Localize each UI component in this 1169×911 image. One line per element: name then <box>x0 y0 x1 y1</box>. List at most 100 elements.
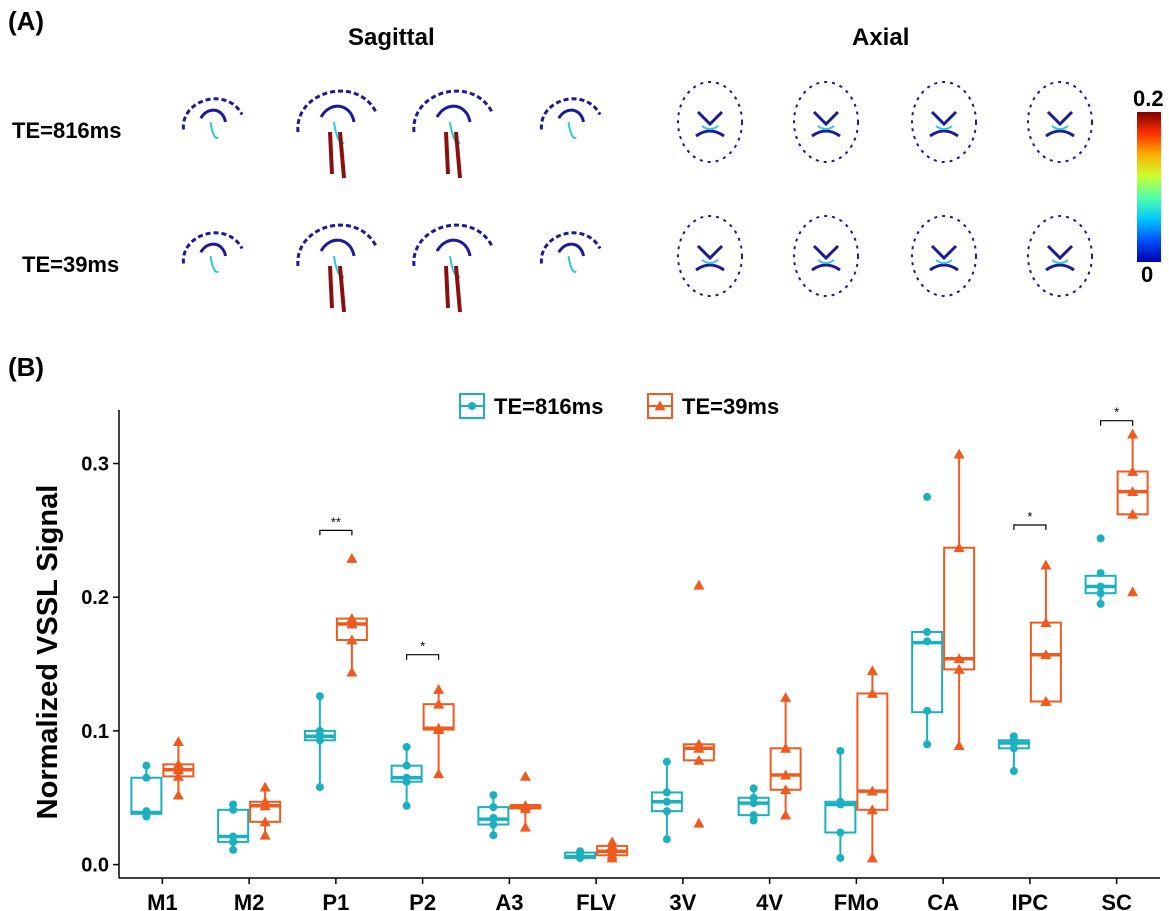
x-tick-label-3V: 3V <box>669 890 696 911</box>
axial-slice-ventricle <box>811 110 841 138</box>
data-point-0-3V <box>662 788 671 797</box>
box-1-IPC <box>1029 621 1062 703</box>
significance-label: * <box>420 639 425 654</box>
data-point-0-P2 <box>402 742 411 751</box>
axial-slice-outline <box>1027 81 1093 163</box>
data-point-1-P2 <box>433 698 445 709</box>
sagittal-slice-spinal <box>328 265 346 313</box>
x-tick-label-P1: P1 <box>322 890 349 911</box>
significance-bracket <box>1100 420 1134 426</box>
axial-slice-outline <box>677 81 743 163</box>
significance-bracket <box>406 654 440 660</box>
y-tick-label: 0.2 <box>81 587 109 609</box>
data-point-0-SC <box>1096 599 1105 608</box>
data-point-1-M2 <box>259 829 271 840</box>
sagittal-slice-ventricle <box>199 242 227 257</box>
sagittal-slice-outline <box>181 231 244 264</box>
data-point-0-FMo <box>836 828 845 837</box>
axial-slice-outline <box>1027 215 1093 297</box>
data-point-1-IPC <box>1040 617 1052 628</box>
y-tick-label: 0.1 <box>81 721 109 743</box>
sagittal-slice-signal <box>333 255 345 279</box>
data-point-1-M1 <box>172 764 184 775</box>
colorbar-min-label: 0 <box>1141 262 1154 287</box>
data-point-0-4V <box>749 784 758 793</box>
data-point-0-SC <box>1096 569 1105 578</box>
data-point-0-SC <box>1096 534 1105 543</box>
significance-bracket <box>1013 524 1047 530</box>
axial-slice-ventricle <box>695 110 725 138</box>
sagittal-slice-signal <box>333 121 345 145</box>
box-0-CA <box>911 630 944 714</box>
data-point-1-FMo <box>866 852 878 863</box>
data-point-1-SC <box>1127 486 1139 496</box>
data-point-1-M1 <box>172 770 184 781</box>
data-point-0-A3 <box>489 831 498 840</box>
legend-label-1: TE=39ms <box>682 394 779 419</box>
y-tick-label: 0.0 <box>81 855 109 877</box>
data-point-0-FMo <box>836 746 845 755</box>
axial-slice-signal <box>817 259 835 264</box>
significance-label: * <box>1027 509 1032 524</box>
data-point-1-P1 <box>346 552 358 563</box>
data-point-0-M2 <box>229 800 238 809</box>
axial-slice-outline <box>911 81 977 163</box>
sagittal-slice-outline <box>412 89 494 133</box>
box-1-CA <box>943 546 976 671</box>
panel-a-label: (A) <box>8 6 45 36</box>
data-point-1-IPC <box>1040 695 1052 706</box>
brain-map-panel: (A) Sagittal Axial TE=816ms TE=39ms 0.2 … <box>0 0 1169 330</box>
sagittal-slice-spinal <box>328 131 346 179</box>
data-point-1-3V <box>693 579 705 590</box>
data-point-1-FLV <box>606 845 618 856</box>
sagittal-slice-ventricle <box>435 238 472 257</box>
data-point-0-CA <box>923 492 932 501</box>
colorbar <box>1137 112 1161 262</box>
sagittal-slice-outline <box>296 223 378 267</box>
x-tick-label-SC: SC <box>1101 890 1132 911</box>
data-point-1-P2 <box>433 722 445 733</box>
data-point-0-A3 <box>489 791 498 800</box>
data-point-1-CA <box>953 448 965 459</box>
data-point-0-P2 <box>402 773 411 782</box>
data-point-1-CA <box>953 542 965 553</box>
data-point-0-FMo <box>836 853 845 862</box>
x-tick-label-P2: P2 <box>409 890 436 911</box>
data-point-1-3V <box>693 754 705 765</box>
data-point-1-FMo <box>866 665 878 676</box>
axial-slice-outline <box>793 215 859 297</box>
sagittal-slice-outline <box>181 97 244 130</box>
axial-slice-ventricle <box>811 244 841 272</box>
sagittal-slice-signal <box>209 255 219 273</box>
sagittal-slice-signal <box>209 121 219 139</box>
data-point-1-FLV <box>606 836 618 847</box>
data-point-1-FMo <box>866 804 878 815</box>
axial-slice-outline <box>793 81 859 163</box>
significance-label: ** <box>331 514 341 529</box>
axial-slice-signal <box>701 259 719 264</box>
data-point-1-FMo <box>866 785 878 796</box>
axial-slice-signal <box>935 259 953 264</box>
axial-slice-signal <box>1051 259 1069 264</box>
data-point-1-IPC <box>1040 559 1052 570</box>
x-tick-label-4V: 4V <box>756 890 783 911</box>
data-point-0-FLV <box>576 847 585 856</box>
sagittal-slice-ventricle <box>319 238 356 257</box>
data-point-1-SC <box>1127 428 1139 439</box>
y-tick-label: 0.3 <box>81 453 109 475</box>
x-tick-label-IPC: IPC <box>1012 890 1049 911</box>
x-tick-label-A3: A3 <box>495 890 523 911</box>
data-point-1-SC <box>1127 466 1139 476</box>
data-point-1-IPC <box>1040 649 1052 660</box>
data-point-1-P1 <box>346 618 358 629</box>
data-point-1-P1 <box>346 666 358 677</box>
data-point-0-4V <box>749 793 758 802</box>
axial-slice-signal <box>935 125 953 130</box>
sagittal-slice-ventricle <box>435 104 472 123</box>
significance-label: * <box>1114 405 1119 420</box>
data-point-0-A3 <box>489 820 498 829</box>
x-tick-label-CA: CA <box>927 890 959 911</box>
axial-slice-signal <box>1051 125 1069 130</box>
box-plot-chart: 0.0 0.1 0.2 0.3 Normalized VSSL Signal M1 M2 P1… <box>32 393 1160 911</box>
data-point-0-M1 <box>142 773 151 782</box>
